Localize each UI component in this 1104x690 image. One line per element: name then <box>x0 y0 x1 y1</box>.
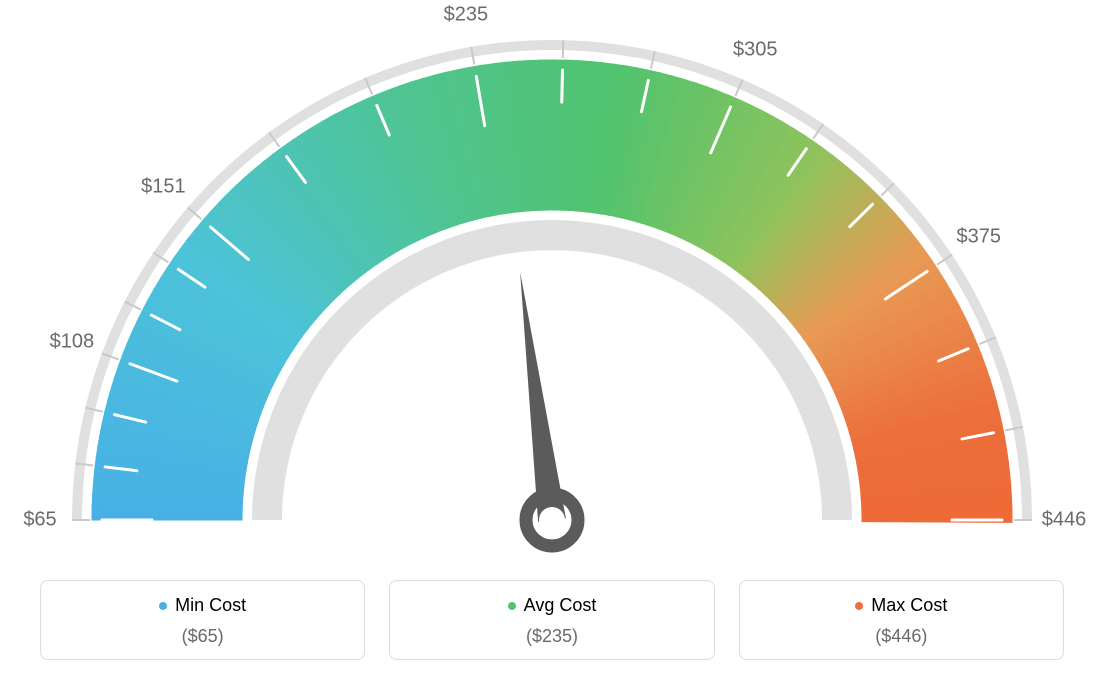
legend-card-min: Min Cost ($65) <box>40 580 365 660</box>
needle <box>520 272 578 546</box>
legend-row: Min Cost ($65) Avg Cost ($235) Max Cost … <box>40 580 1064 660</box>
legend-title-min: Min Cost <box>159 595 246 616</box>
gauge-container: $65 $108 $151 $235 $305 $375 $446 <box>0 0 1104 560</box>
legend-card-max: Max Cost ($446) <box>739 580 1064 660</box>
legend-dot-max <box>855 602 863 610</box>
tick-label: $108 <box>50 331 95 354</box>
legend-title-max: Max Cost <box>855 595 947 616</box>
tick-label: $375 <box>956 226 1001 249</box>
legend-card-avg: Avg Cost ($235) <box>389 580 714 660</box>
legend-title-avg: Avg Cost <box>508 595 597 616</box>
tick-label: $235 <box>444 4 489 27</box>
legend-value-min: ($65) <box>51 626 354 647</box>
tick-label: $65 <box>23 509 56 532</box>
legend-title-max-text: Max Cost <box>871 595 947 616</box>
gauge-svg <box>0 0 1104 560</box>
tick-label: $151 <box>141 175 186 198</box>
legend-value-avg: ($235) <box>400 626 703 647</box>
legend-dot-avg <box>508 602 516 610</box>
tick-label: $305 <box>733 39 778 62</box>
legend-value-max: ($446) <box>750 626 1053 647</box>
legend-dot-min <box>159 602 167 610</box>
legend-title-avg-text: Avg Cost <box>524 595 597 616</box>
tick-label: $446 <box>1042 509 1087 532</box>
legend-title-min-text: Min Cost <box>175 595 246 616</box>
